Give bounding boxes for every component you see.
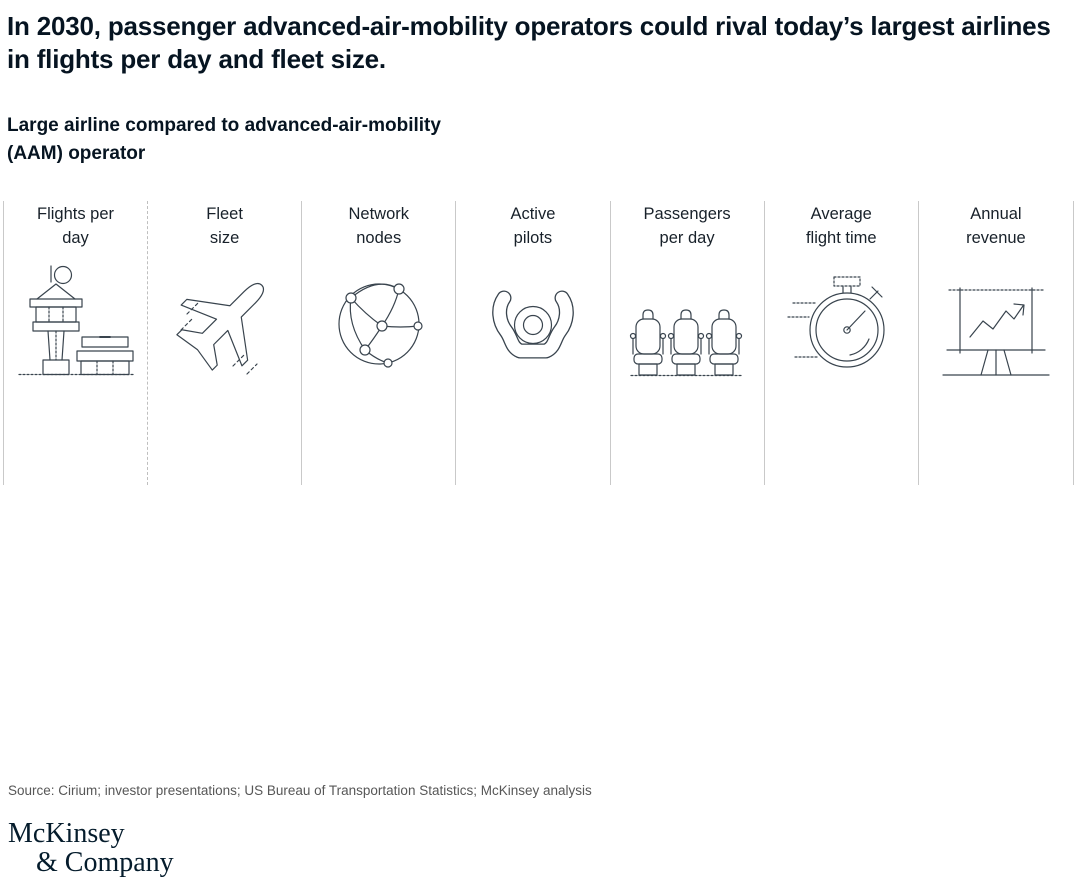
control-yoke-icon [473,262,593,382]
column-active-pilots: Active pilots [456,201,611,485]
column-header: Passengers per day [643,205,731,247]
column-header: Active pilots [510,205,556,247]
airplane-icon [165,262,285,382]
column-passengers-per-day: Passengers per day [611,201,765,485]
column-header: Average flight time [805,205,877,247]
mckinsey-logo: McKinsey & Company [8,819,174,877]
logo-line-2: & Company [36,847,174,878]
column-network-nodes: Network nodes [302,201,457,485]
comparison-table: Flights per day [3,201,1074,485]
exhibit-subtitle: Large airline compared to advanced-air-m… [7,115,441,164]
column-annual-revenue: Annual revenue [919,201,1073,485]
stopwatch-icon [781,262,901,382]
source-note: Source: Cirium; investor presentations; … [8,783,592,798]
column-header: Fleet size [206,205,243,247]
passenger-seats-icon [627,262,747,382]
chart-easel-icon [936,262,1056,382]
logo-line-1: McKinsey [8,818,125,849]
column-fleet-size: Fleet size [148,201,303,485]
exhibit-title: In 2030, passenger advanced-air-mobility… [7,11,1051,74]
column-flights-per-day: Flights per day [4,201,148,485]
airport-tower-icon [16,262,136,382]
column-header: Flights per day [36,205,115,247]
column-header: Annual revenue [966,205,1026,247]
column-header: Network nodes [348,205,409,247]
column-average-flight-time: Average flight time [765,201,919,485]
network-globe-icon [319,262,439,382]
